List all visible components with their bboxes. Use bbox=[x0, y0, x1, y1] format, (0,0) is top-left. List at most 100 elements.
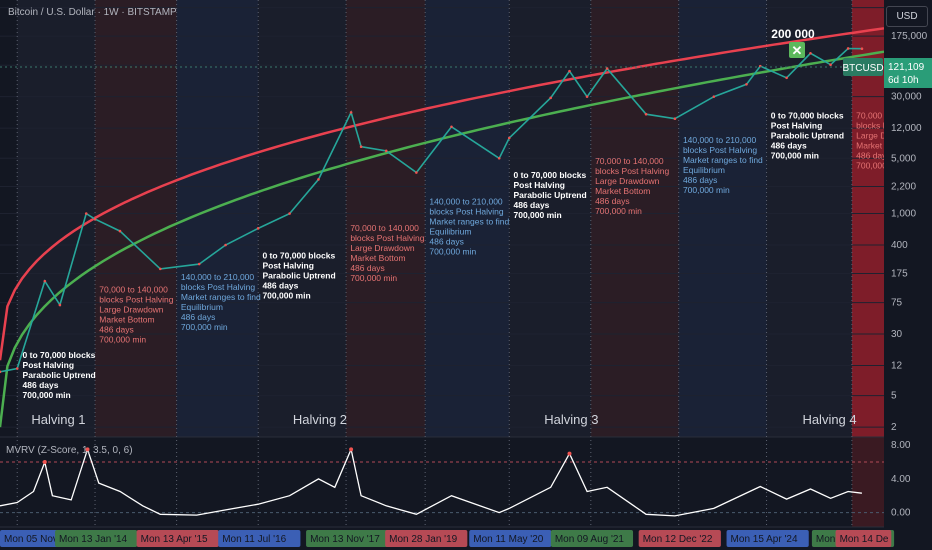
annotation-line: 486 days bbox=[262, 281, 298, 291]
cycle-annotation-7: 0 to 70,000 blocks Post Halving Parabolic … bbox=[513, 170, 586, 220]
cycle-annotation-6: 140,000 to 210,000 blocks Post Halving Mar… bbox=[429, 197, 509, 257]
price-point-26 bbox=[712, 95, 716, 98]
annotation-line: Market ranges to find bbox=[683, 155, 763, 165]
mvrv-title: MVRV (Z-Score, 1, 3.5, 0, 6) bbox=[6, 445, 133, 456]
price-tag-value-box bbox=[884, 58, 932, 88]
annotation-line: 0 to 70,000 blocks bbox=[771, 110, 844, 120]
annotation-line: 486 days bbox=[771, 140, 807, 150]
price-point-29 bbox=[785, 76, 788, 80]
price-tick-13: 175,000 bbox=[891, 31, 928, 42]
annotation-line: 70,000 to 140,000 bbox=[350, 223, 419, 233]
target-marker-box[interactable] bbox=[789, 42, 805, 58]
price-point-13 bbox=[349, 111, 353, 114]
cycle-band-4 bbox=[258, 0, 347, 437]
price-tick-6: 400 bbox=[891, 240, 908, 251]
date-tag-9: Mon 15 Apr '24 bbox=[731, 534, 798, 545]
halving-label-2: Halving 2 bbox=[293, 412, 347, 427]
price-point-14 bbox=[359, 145, 363, 148]
upper-band-curve bbox=[0, 27, 885, 361]
annotation-line: Market Bottom bbox=[350, 253, 405, 263]
mvrv-tick-1: 4.00 bbox=[891, 474, 911, 485]
price-point-19 bbox=[507, 136, 511, 140]
price-point-0 bbox=[0, 370, 2, 374]
annotation-line: 0 to 70,000 blocks bbox=[23, 350, 96, 360]
date-tag-box-3 bbox=[218, 530, 301, 547]
annotation-line: Equilibrium bbox=[181, 302, 223, 312]
mvrv-peak-3 bbox=[42, 460, 47, 465]
price-point-23 bbox=[605, 67, 609, 70]
price-point-6 bbox=[118, 229, 122, 233]
cycle-annotations-layer: 0 to 70,000 blocks Post Halving Parabolic … bbox=[23, 110, 931, 427]
cycle-annotation-8: 70,000 to 140,000 blocks Post Halving Larg… bbox=[595, 156, 669, 216]
price-tag-layer: BTCUSD 121,109 6d 10h ✕ 200 000 bbox=[0, 27, 932, 88]
date-tag-6: Mon 11 May '20 bbox=[473, 534, 544, 545]
price-point-2 bbox=[43, 279, 47, 283]
date-tag-box-8 bbox=[638, 530, 721, 547]
cycle-band-10 bbox=[766, 0, 852, 437]
symbol-title: Bitcoin / U.S. Dollar · 1W · BITSTAMP bbox=[8, 7, 177, 18]
price-point-21 bbox=[568, 69, 571, 73]
mvrv-peak-17 bbox=[349, 447, 354, 452]
cycle-annotation-3: 140,000 to 210,000 blocks Post Halving Mar… bbox=[181, 272, 261, 332]
price-tick-10: 12,000 bbox=[891, 123, 922, 134]
annotation-line: 486 days bbox=[181, 312, 216, 322]
annotation-line: Post Halving bbox=[771, 120, 822, 130]
annotation-line: 486 days bbox=[350, 263, 385, 273]
annotation-line: 700,000 min bbox=[856, 160, 903, 170]
price-tag-symbol: BTCUSD bbox=[842, 63, 883, 74]
price-point-12 bbox=[317, 178, 320, 181]
price-point-1 bbox=[15, 367, 19, 370]
annotation-line: Market ranges to find bbox=[181, 292, 261, 302]
date-tag-box-11 bbox=[835, 530, 892, 547]
annotation-line: 486 days bbox=[856, 150, 891, 160]
cycle-annotation-5: 70,000 to 140,000 blocks Post Halving Larg… bbox=[350, 223, 424, 283]
price-tick-9: 5,000 bbox=[891, 153, 916, 164]
price-point-15 bbox=[384, 149, 388, 153]
annotation-line: 700,000 min bbox=[771, 150, 819, 160]
price-point-16 bbox=[415, 171, 418, 174]
cycle-annotation-4: 0 to 70,000 blocks Post Halving Parabolic … bbox=[262, 251, 335, 301]
price-point-10 bbox=[256, 227, 260, 230]
halving-label-4: Halving 4 bbox=[802, 412, 856, 427]
date-tag-3: Mon 11 Jul '16 bbox=[222, 534, 286, 545]
price-point-17 bbox=[450, 125, 453, 129]
date-tag-box-9 bbox=[726, 530, 809, 547]
price-point-24 bbox=[644, 112, 648, 116]
currency-button[interactable]: USD bbox=[886, 6, 928, 27]
grid-layer bbox=[0, 7, 932, 528]
annotation-line: 0 to 70,000 blocks bbox=[262, 251, 335, 261]
annotation-line: 140,000 to 210,000 bbox=[683, 135, 757, 145]
price-tick-1: 5 bbox=[891, 391, 897, 402]
price-tag-value: 121,109 bbox=[888, 62, 925, 73]
price-point-9 bbox=[224, 243, 227, 247]
annotation-line: 700,000 min bbox=[350, 273, 397, 283]
annotation-line: 700,000 min bbox=[262, 291, 310, 301]
price-series-layer bbox=[0, 47, 864, 374]
price-tag-symbol-box bbox=[843, 58, 883, 76]
target-marker-icon[interactable]: ✕ bbox=[792, 43, 803, 58]
annotation-line: 140,000 to 210,000 bbox=[429, 197, 503, 207]
mvrv-tick-0: 8.00 bbox=[891, 440, 911, 451]
price-point-4 bbox=[84, 212, 88, 215]
price-tick-8: 2,200 bbox=[891, 181, 916, 192]
price-tick-4: 75 bbox=[891, 298, 903, 309]
price-point-32 bbox=[846, 47, 850, 50]
annotation-line: 70,000 to 140,000 bbox=[99, 285, 168, 295]
halving-label-1: Halving 1 bbox=[31, 412, 85, 427]
price-tick-0: 2 bbox=[891, 422, 897, 433]
annotation-line: blocks Post Halving bbox=[350, 233, 424, 243]
date-tag-4: Mon 13 Nov '17 bbox=[310, 534, 380, 545]
annotation-line: Post Halving bbox=[262, 261, 313, 271]
annotation-line: blocks Post Halving bbox=[429, 207, 503, 217]
annotation-line: Market Bottom bbox=[99, 315, 154, 325]
price-point-8 bbox=[197, 262, 201, 266]
annotation-line: Large Drawdown bbox=[99, 305, 164, 315]
annotation-line: 700,000 min bbox=[513, 210, 561, 220]
date-tag-box-5 bbox=[385, 530, 468, 547]
date-tag-box-4 bbox=[306, 530, 389, 547]
date-tag-1: Mon 13 Jan '14 bbox=[59, 534, 128, 545]
cycle-band-2 bbox=[95, 0, 177, 437]
cycle-annotation-2: 70,000 to 140,000 blocks Post Halving Larg… bbox=[99, 285, 173, 345]
